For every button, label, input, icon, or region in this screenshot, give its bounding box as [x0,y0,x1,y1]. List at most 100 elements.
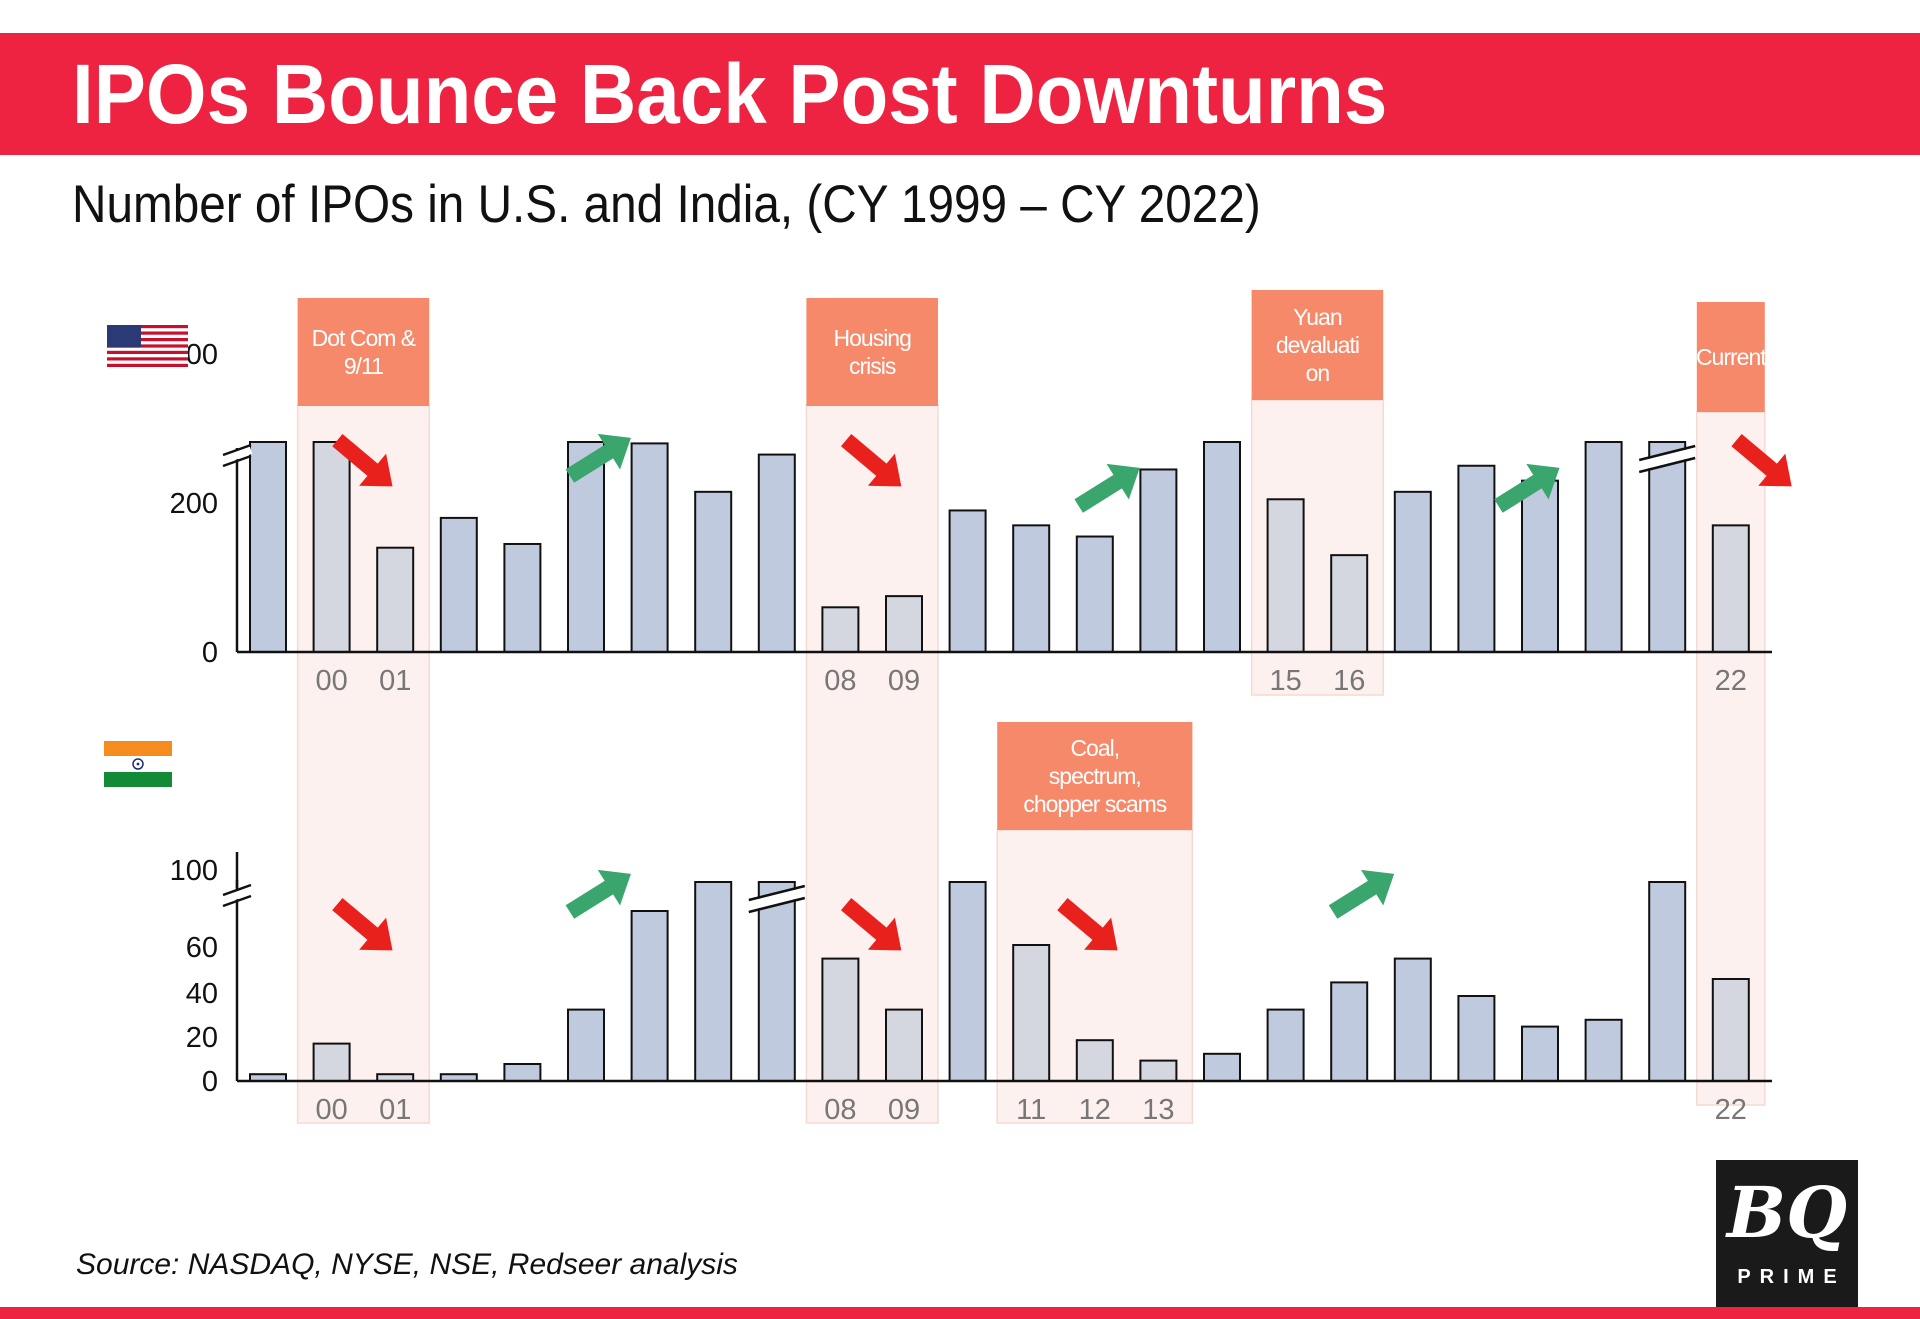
bar-2010 [948,509,987,654]
bar-2013 [1139,468,1178,653]
bar-2007 [757,453,796,654]
bar-2010 [948,881,987,1082]
band-label-text: Dot Com & [312,325,416,351]
x-tick-label: 01 [379,1094,411,1126]
arrow-down-icon [1057,898,1118,951]
x-tick-label: 00 [315,665,347,697]
axis-break-line [222,883,252,897]
bar-2003 [503,1063,542,1082]
x-tick-label: 00 [315,1094,347,1126]
source-note: Source: NASDAQ, NYSE, NSE, Redseer analy… [76,1248,738,1281]
bar-1999 [249,441,287,653]
band-label-text: 9/11 [344,353,383,379]
axis-break-gap [221,886,253,904]
bar-2016 [1330,554,1369,654]
bar-2008 [821,606,860,653]
x-tick-label: 15 [1269,665,1301,697]
us-panel [249,441,1750,654]
bar-2013 [1139,1059,1178,1082]
bar-2014 [1203,441,1241,653]
bar-break-line [1638,456,1696,474]
arrow-down-icon [332,434,393,487]
title-bar [0,33,1920,155]
arrow-shape [1731,434,1792,487]
x-tick-label: 13 [1142,1094,1174,1126]
bar-2022 [1711,978,1750,1082]
arrow-up-icon [565,433,631,483]
india-panel [249,881,1750,1083]
x-tick-label: 22 [1715,665,1747,697]
arrow-shape [841,898,902,951]
bar-break-line [748,884,806,902]
bottom-rule [0,1307,1920,1319]
band-label-box [297,298,430,406]
y-tick-label: 100 [170,855,218,887]
x-tick-label: 11 [1016,1094,1046,1126]
band-label-text: crisis [849,353,896,379]
bar-2016 [1330,981,1369,1083]
x-tick-label: 08 [824,1094,856,1126]
arrow-shape [332,434,393,487]
bar-2011 [1012,524,1051,653]
axis-break-line [222,454,252,468]
x-tick-label: 16 [1333,665,1365,697]
bar-break-line [748,896,806,914]
bar-2009 [885,1008,923,1082]
bar-break-line [1638,444,1696,462]
bar-break-gap [747,887,806,911]
y-tick-label: 20 [186,1022,218,1054]
arrow-shape [1328,869,1395,919]
x-tick-label: 01 [379,665,411,697]
y-tick-label: 40 [186,978,218,1010]
bar-2003 [503,542,542,653]
x-tick-label: 12 [1079,1094,1111,1126]
x-tick-label: 09 [888,665,920,697]
axis-break-line [222,443,252,457]
band-label-box [1251,290,1384,400]
arrow-down-icon [332,898,393,951]
bar-2006 [694,881,733,1082]
band-label-box [997,722,1193,830]
arrow-shape [565,433,631,483]
x-tick-label: 22 [1715,1094,1747,1126]
bar-2018 [1457,995,1496,1082]
arrow-down-icon [841,434,902,487]
bar-2006 [694,490,733,654]
bar-break-gap [1638,447,1697,471]
bars [249,441,1750,1083]
arrow-down-icon [841,898,902,951]
bar-2021 [1648,881,1687,1082]
band-label-text: Housing [834,325,912,351]
india-flag-icon [104,741,172,787]
y-tick-label: 0 [202,1066,218,1098]
bar-2005 [630,442,669,653]
page-subtitle: Number of IPOs in U.S. and India, (CY 19… [72,175,1261,234]
bar-2002 [439,516,478,654]
bar-2022 [1711,524,1750,653]
band-label-text: Coal, [1070,735,1119,761]
arrow-up-icon [1074,463,1140,513]
bar-2012 [1075,1039,1114,1082]
bar-2019 [1521,1025,1559,1082]
y-tick-label: 200 [170,488,218,520]
bar-2015 [1266,1008,1305,1082]
axis-break-line [222,894,252,908]
arrow-up-icon [1328,869,1395,919]
bar-2008 [821,957,860,1082]
band-label-text: spectrum, [1049,763,1141,789]
axis-break-gap [221,446,253,464]
band-label-text: chopper scams [1023,791,1166,817]
x-tick-label: 08 [824,665,856,697]
arrow-down-icon [1731,434,1792,487]
arrow-shape [565,869,631,919]
bar-2007 [757,881,796,1082]
bq-prime-logo: BQ PRIME [1716,1160,1858,1307]
band-label-box [1696,302,1765,412]
band-label-box [806,298,938,406]
bar-2004 [567,1008,605,1082]
x-tick-label: 09 [888,1094,920,1126]
logo-main-text: BQ [1726,1171,1848,1254]
